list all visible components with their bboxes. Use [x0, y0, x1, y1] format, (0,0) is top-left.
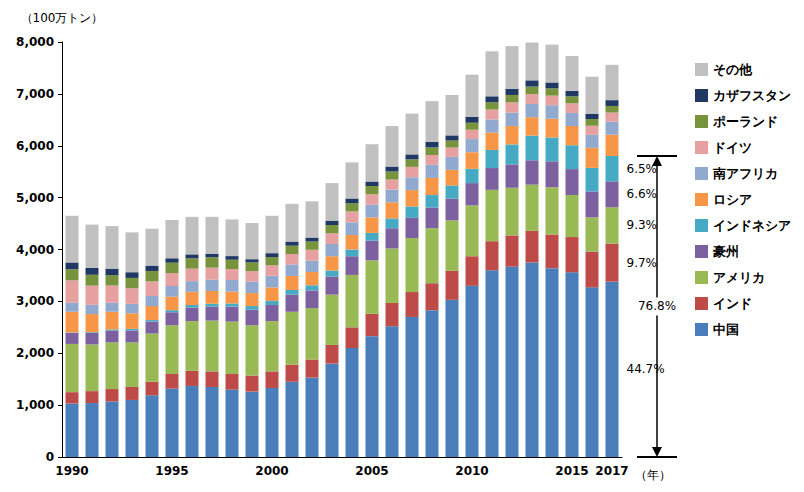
- svg-text:ドイツ: ドイツ: [713, 140, 752, 155]
- svg-text:44.7%: 44.7%: [627, 362, 665, 376]
- svg-text:アメリカ: アメリカ: [713, 270, 765, 285]
- svg-text:1990: 1990: [55, 464, 88, 478]
- svg-text:2,000: 2,000: [16, 346, 54, 360]
- svg-text:インド: インド: [713, 296, 752, 311]
- svg-text:（100万トン）: （100万トン）: [21, 11, 104, 25]
- svg-text:2010: 2010: [455, 464, 488, 478]
- svg-text:中国: 中国: [713, 322, 739, 337]
- svg-text:豪州: 豪州: [712, 244, 739, 259]
- svg-text:9.3%: 9.3%: [627, 218, 658, 232]
- svg-text:6.5%: 6.5%: [627, 162, 658, 176]
- svg-text:2017: 2017: [595, 464, 628, 478]
- svg-text:2015: 2015: [555, 464, 588, 478]
- svg-text:その他: その他: [713, 62, 753, 77]
- svg-text:9.7%: 9.7%: [627, 256, 658, 270]
- svg-text:1,000: 1,000: [16, 398, 54, 412]
- svg-text:76.8%: 76.8%: [638, 299, 676, 313]
- svg-text:南アフリカ: 南アフリカ: [712, 166, 778, 181]
- svg-text:インドネシア: インドネシア: [713, 218, 791, 233]
- svg-text:3,000: 3,000: [16, 294, 54, 308]
- svg-text:5,000: 5,000: [16, 191, 54, 205]
- svg-text:6,000: 6,000: [16, 139, 54, 153]
- svg-text:6.6%: 6.6%: [627, 187, 658, 201]
- svg-text:1995: 1995: [155, 464, 188, 478]
- svg-text:8,000: 8,000: [16, 35, 54, 49]
- svg-text:7,000: 7,000: [16, 87, 54, 101]
- svg-text:0: 0: [46, 450, 54, 464]
- svg-text:カザフスタン: カザフスタン: [713, 88, 791, 103]
- svg-text:ポーランド: ポーランド: [712, 114, 778, 129]
- svg-text:2005: 2005: [355, 464, 388, 478]
- svg-text:4,000: 4,000: [16, 243, 54, 257]
- svg-text:2000: 2000: [255, 464, 288, 478]
- svg-text:ロシア: ロシア: [713, 192, 752, 207]
- svg-text:（年）: （年）: [635, 468, 671, 482]
